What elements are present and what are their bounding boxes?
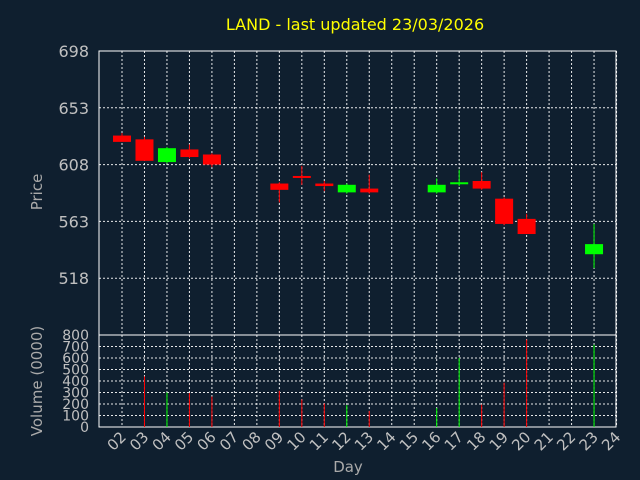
candle-body bbox=[495, 198, 514, 224]
volume-tick-label: 0 bbox=[80, 420, 89, 436]
price-panel: 698 653 608 563 518 bbox=[58, 42, 618, 336]
x-tick-labels: 0203040506070809101112131415161718192021… bbox=[104, 428, 625, 454]
price-tick-label: 698 bbox=[58, 42, 89, 61]
price-tick-label: 608 bbox=[58, 156, 89, 175]
candle-body bbox=[180, 149, 199, 158]
volume-axis-label: Volume (0000) bbox=[28, 326, 46, 436]
x-axis-label: Day bbox=[333, 458, 363, 476]
price-tick-label: 518 bbox=[58, 269, 89, 288]
price-tick-label: 653 bbox=[58, 99, 89, 118]
candle-body bbox=[270, 183, 289, 190]
volume-tick-label: 700 bbox=[62, 340, 89, 356]
x-tick-label: 24 bbox=[598, 428, 624, 454]
price-panel-frame bbox=[98, 50, 617, 336]
volume-tick-label: 100 bbox=[62, 409, 89, 425]
price-axis-label: Price bbox=[28, 174, 46, 211]
candle-body bbox=[450, 182, 469, 185]
candle-body bbox=[360, 188, 379, 193]
volume-tick-label: 300 bbox=[62, 386, 89, 402]
volume-tick-label: 200 bbox=[62, 397, 89, 413]
candle-body bbox=[427, 184, 446, 193]
price-tick-label: 563 bbox=[58, 212, 89, 231]
candle-body bbox=[472, 181, 491, 189]
volume-tick-label: 400 bbox=[62, 374, 89, 390]
candle-body bbox=[292, 175, 311, 178]
candle-body bbox=[315, 183, 334, 187]
candle-body bbox=[202, 154, 221, 165]
volume-tick-label: 500 bbox=[62, 363, 89, 379]
candle-body bbox=[337, 184, 356, 193]
volume-tick-label: 800 bbox=[62, 328, 89, 344]
candle-body bbox=[157, 148, 176, 163]
chart-title: LAND - last updated 23/03/2026 bbox=[226, 15, 484, 34]
volume-panel-frame bbox=[98, 334, 617, 428]
candle-body bbox=[517, 218, 536, 235]
candle-body bbox=[585, 244, 604, 255]
candle-body bbox=[113, 135, 131, 142]
volume-tick-label: 600 bbox=[62, 351, 89, 367]
candle-body bbox=[135, 139, 154, 161]
